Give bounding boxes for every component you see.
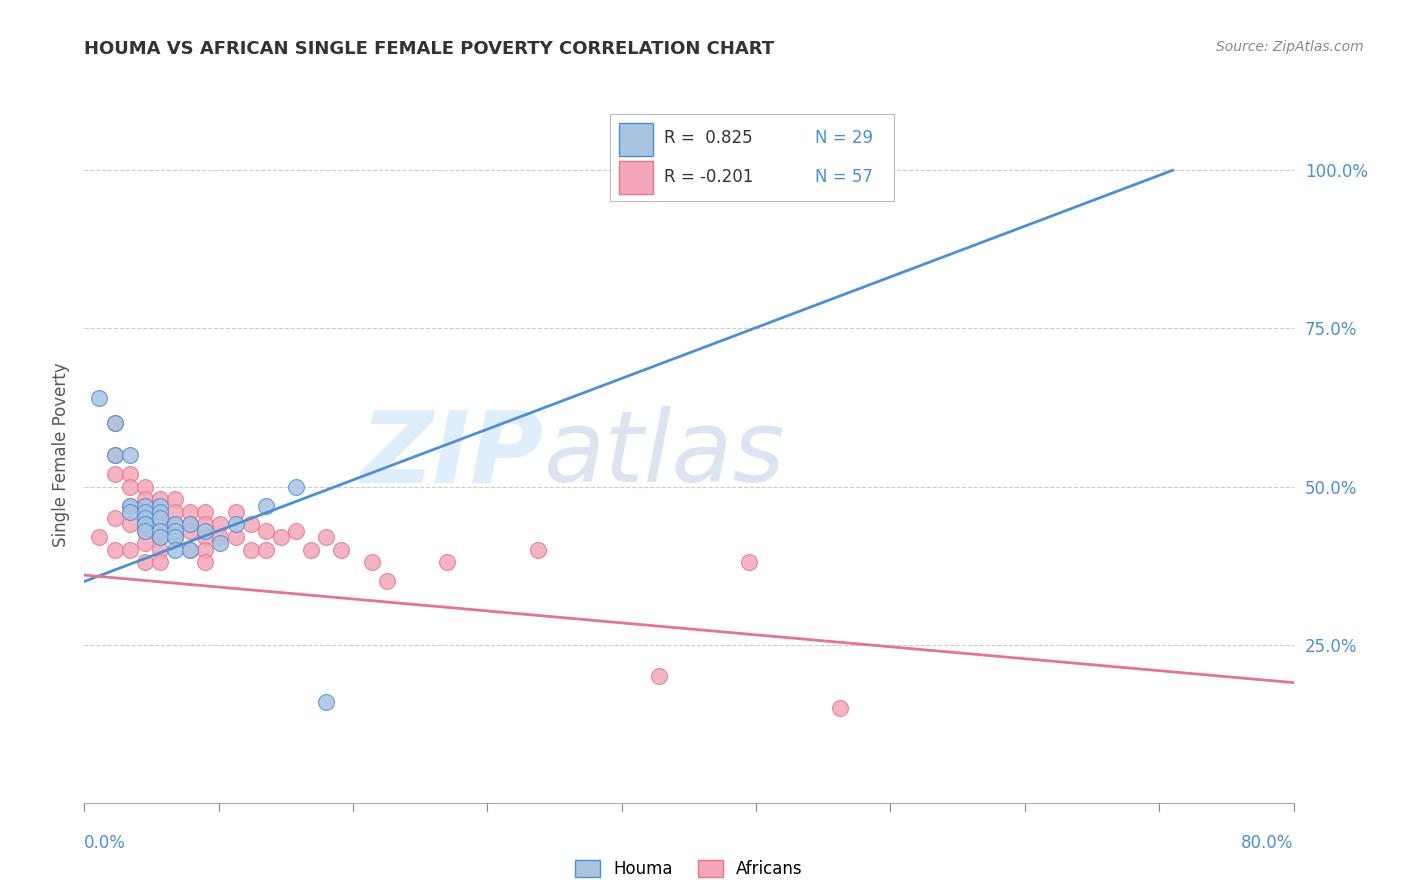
Point <box>149 505 172 519</box>
Point <box>118 448 141 462</box>
Point <box>104 448 127 462</box>
Point <box>89 530 111 544</box>
Point <box>118 479 141 493</box>
Point <box>149 511 172 525</box>
Point <box>118 517 141 532</box>
Point <box>149 556 172 570</box>
Point <box>134 524 156 538</box>
Point <box>225 530 247 544</box>
Point <box>209 536 232 550</box>
Point <box>163 517 186 532</box>
Text: atlas: atlas <box>544 407 786 503</box>
Point <box>104 467 127 481</box>
Point <box>134 524 156 538</box>
Point <box>104 542 127 557</box>
Point <box>149 505 172 519</box>
Point <box>163 530 186 544</box>
Point <box>436 556 458 570</box>
Point <box>225 517 247 532</box>
Point <box>239 517 262 532</box>
Point <box>134 499 156 513</box>
Point <box>134 517 156 532</box>
Point <box>163 505 186 519</box>
Point <box>239 542 262 557</box>
Point <box>179 517 201 532</box>
Point <box>315 695 337 709</box>
Point <box>225 505 247 519</box>
Point <box>209 530 232 544</box>
Point <box>284 479 308 493</box>
Point <box>118 505 141 519</box>
Point <box>375 574 398 589</box>
Point <box>118 499 141 513</box>
Text: HOUMA VS AFRICAN SINGLE FEMALE POVERTY CORRELATION CHART: HOUMA VS AFRICAN SINGLE FEMALE POVERTY C… <box>84 40 775 58</box>
Text: ZIP: ZIP <box>361 407 544 503</box>
Point <box>149 530 172 544</box>
Point <box>830 701 852 715</box>
Point <box>149 530 172 544</box>
Point <box>149 492 172 507</box>
Point <box>134 556 156 570</box>
Point <box>179 542 201 557</box>
Point <box>179 524 201 538</box>
Point <box>254 499 277 513</box>
Point <box>209 517 232 532</box>
Point <box>738 556 761 570</box>
Point <box>194 530 217 544</box>
Point <box>149 524 172 538</box>
Point <box>179 542 201 557</box>
Point <box>134 505 156 519</box>
Point <box>118 467 141 481</box>
Point <box>330 542 353 557</box>
Point <box>134 479 156 493</box>
Point <box>118 542 141 557</box>
Point <box>254 542 277 557</box>
Point <box>254 524 277 538</box>
Point <box>104 448 127 462</box>
Point <box>163 530 186 544</box>
Y-axis label: Single Female Poverty: Single Female Poverty <box>52 363 70 547</box>
Point <box>299 542 322 557</box>
Point <box>194 556 217 570</box>
Point <box>149 499 172 513</box>
Point <box>315 530 337 544</box>
Point <box>134 511 156 525</box>
Point <box>104 417 127 431</box>
Point <box>194 524 217 538</box>
Point <box>163 517 186 532</box>
Point <box>179 517 201 532</box>
Point <box>194 517 217 532</box>
Point <box>163 492 186 507</box>
Point <box>647 669 671 683</box>
Point <box>134 499 156 513</box>
Text: Source: ZipAtlas.com: Source: ZipAtlas.com <box>1216 40 1364 54</box>
Point <box>360 556 382 570</box>
Point <box>134 536 156 550</box>
Point <box>284 524 308 538</box>
Point <box>134 511 156 525</box>
Point <box>526 542 548 557</box>
Point <box>270 530 292 544</box>
Point <box>104 511 127 525</box>
Text: 80.0%: 80.0% <box>1241 834 1294 852</box>
Text: 0.0%: 0.0% <box>84 834 127 852</box>
Point <box>134 492 156 507</box>
Point <box>89 391 111 405</box>
Point <box>104 417 127 431</box>
Point <box>134 517 156 532</box>
Point <box>118 499 141 513</box>
Point <box>149 542 172 557</box>
Point <box>194 505 217 519</box>
Point <box>163 542 186 557</box>
Point <box>163 524 186 538</box>
Legend: Houma, Africans: Houma, Africans <box>568 854 810 885</box>
Point <box>194 542 217 557</box>
Point <box>149 517 172 532</box>
Point <box>179 505 201 519</box>
